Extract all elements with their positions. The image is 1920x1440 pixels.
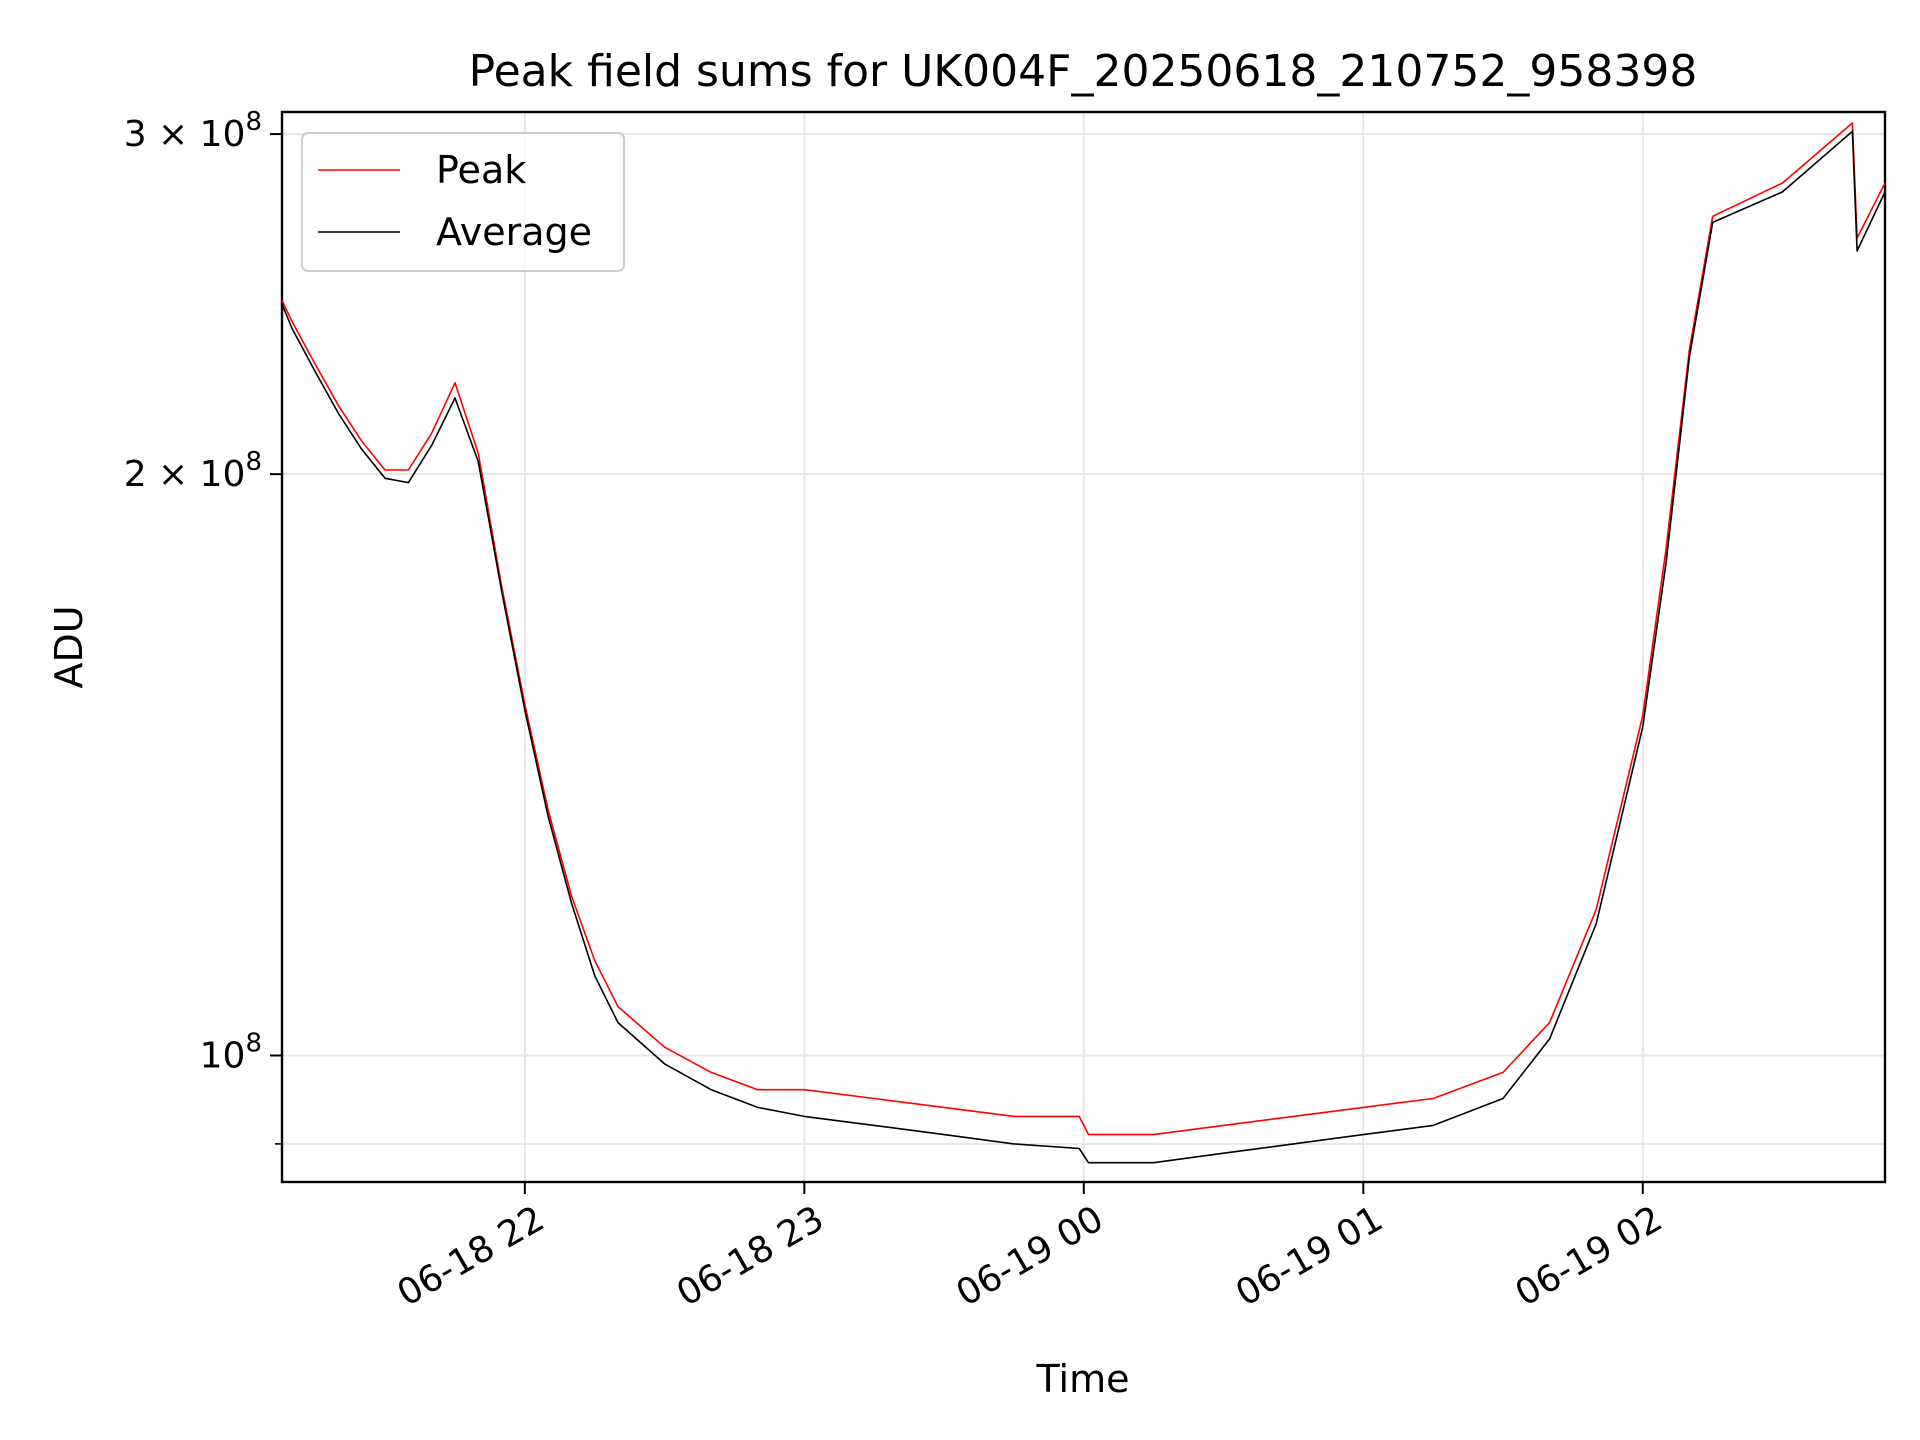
legend: Peak Average — [301, 132, 625, 272]
y-tick-label-1: 2 × 108 — [124, 447, 262, 495]
series-line-peak — [281, 122, 1886, 1136]
grid — [282, 112, 1885, 1182]
legend-average-label: Average — [436, 210, 592, 254]
x-tick-label-0: 06-18 22 — [391, 1198, 552, 1314]
legend-box — [301, 132, 625, 272]
x-tick-label-2: 06-19 00 — [950, 1198, 1111, 1314]
y-tick-label-0: 108 — [200, 1029, 262, 1077]
x-axis: 06-18 22 06-18 23 06-19 00 06-19 01 06-19 02 — [391, 1182, 1670, 1315]
y-axis: 108 2 × 108 3 × 108 — [124, 107, 282, 1145]
legend-peak-label: Peak — [436, 148, 526, 192]
x-tick-label-3: 06-19 01 — [1229, 1198, 1390, 1314]
chart-title: Peak field sums for UK004F_20250618_2107… — [469, 46, 1698, 97]
series-line-average — [281, 130, 1886, 1164]
x-tick-label-4: 06-19 02 — [1509, 1198, 1670, 1314]
x-axis-title: Time — [1036, 1357, 1130, 1401]
y-tick-label-2: 3 × 108 — [124, 107, 262, 155]
y-axis-title: ADU — [47, 605, 91, 688]
series-lines — [281, 122, 1886, 1164]
x-tick-label-1: 06-18 23 — [670, 1198, 831, 1314]
